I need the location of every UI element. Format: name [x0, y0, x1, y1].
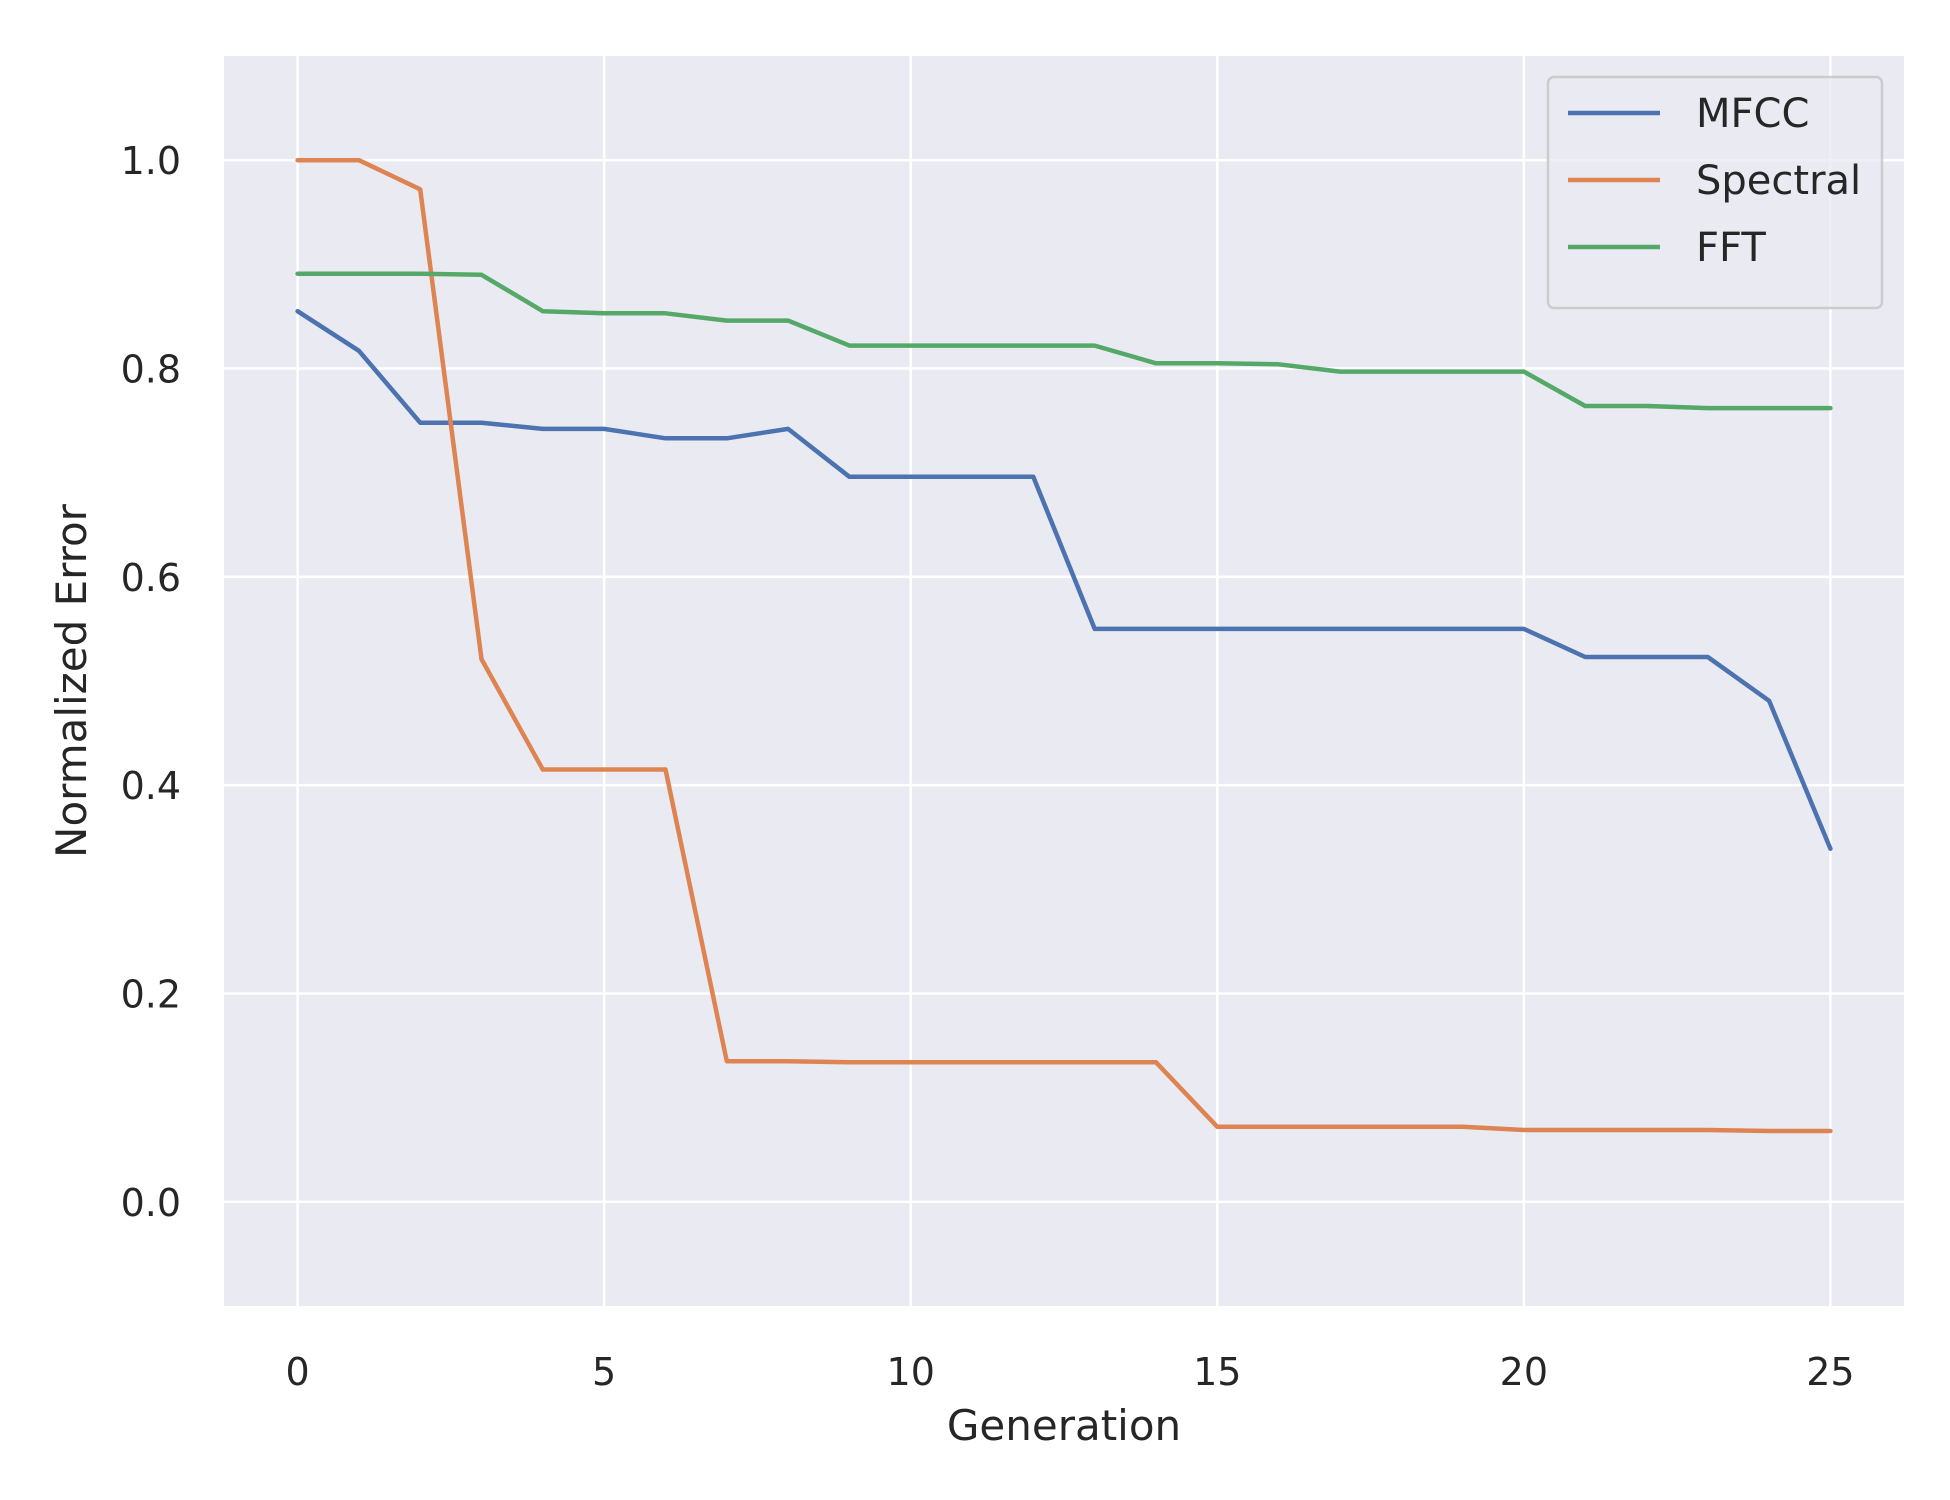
y-tick-label: 0.6: [121, 556, 181, 600]
x-tick-label: 10: [887, 1350, 935, 1394]
y-tick-label: 0.2: [121, 973, 181, 1017]
y-tick-label: 0.4: [121, 764, 181, 808]
x-tick-label: 15: [1193, 1350, 1241, 1394]
y-axis-label: Normalized Error: [47, 503, 96, 858]
x-axis-label: Generation: [947, 1401, 1181, 1450]
x-tick-label: 20: [1500, 1350, 1548, 1394]
series-line-fft: [295, 271, 1833, 411]
y-axis-tick-labels: 0.0 0.2 0.4 0.6 0.8 1.0: [121, 139, 181, 1225]
x-tick-label: 5: [592, 1350, 616, 1394]
legend-label: Spectral: [1696, 158, 1861, 204]
y-tick-label: 0.0: [121, 1181, 181, 1225]
legend: MFCC Spectral FFT: [1546, 75, 1884, 310]
series-line-mfcc: [295, 308, 1833, 851]
legend-box: [1546, 75, 1884, 310]
x-tick-label: 25: [1806, 1350, 1854, 1394]
x-axis-tick-labels: 0 5 10 15 20 25: [285, 1350, 1854, 1394]
grid-lines: [224, 56, 1904, 1306]
legend-label: FFT: [1696, 225, 1766, 271]
legend-label: MFCC: [1696, 91, 1809, 137]
series-lines: [295, 157, 1833, 1134]
y-tick-label: 1.0: [121, 139, 181, 183]
x-tick-label: 0: [285, 1350, 309, 1394]
y-tick-label: 0.8: [121, 348, 181, 392]
series-line-spectral: [295, 157, 1833, 1134]
